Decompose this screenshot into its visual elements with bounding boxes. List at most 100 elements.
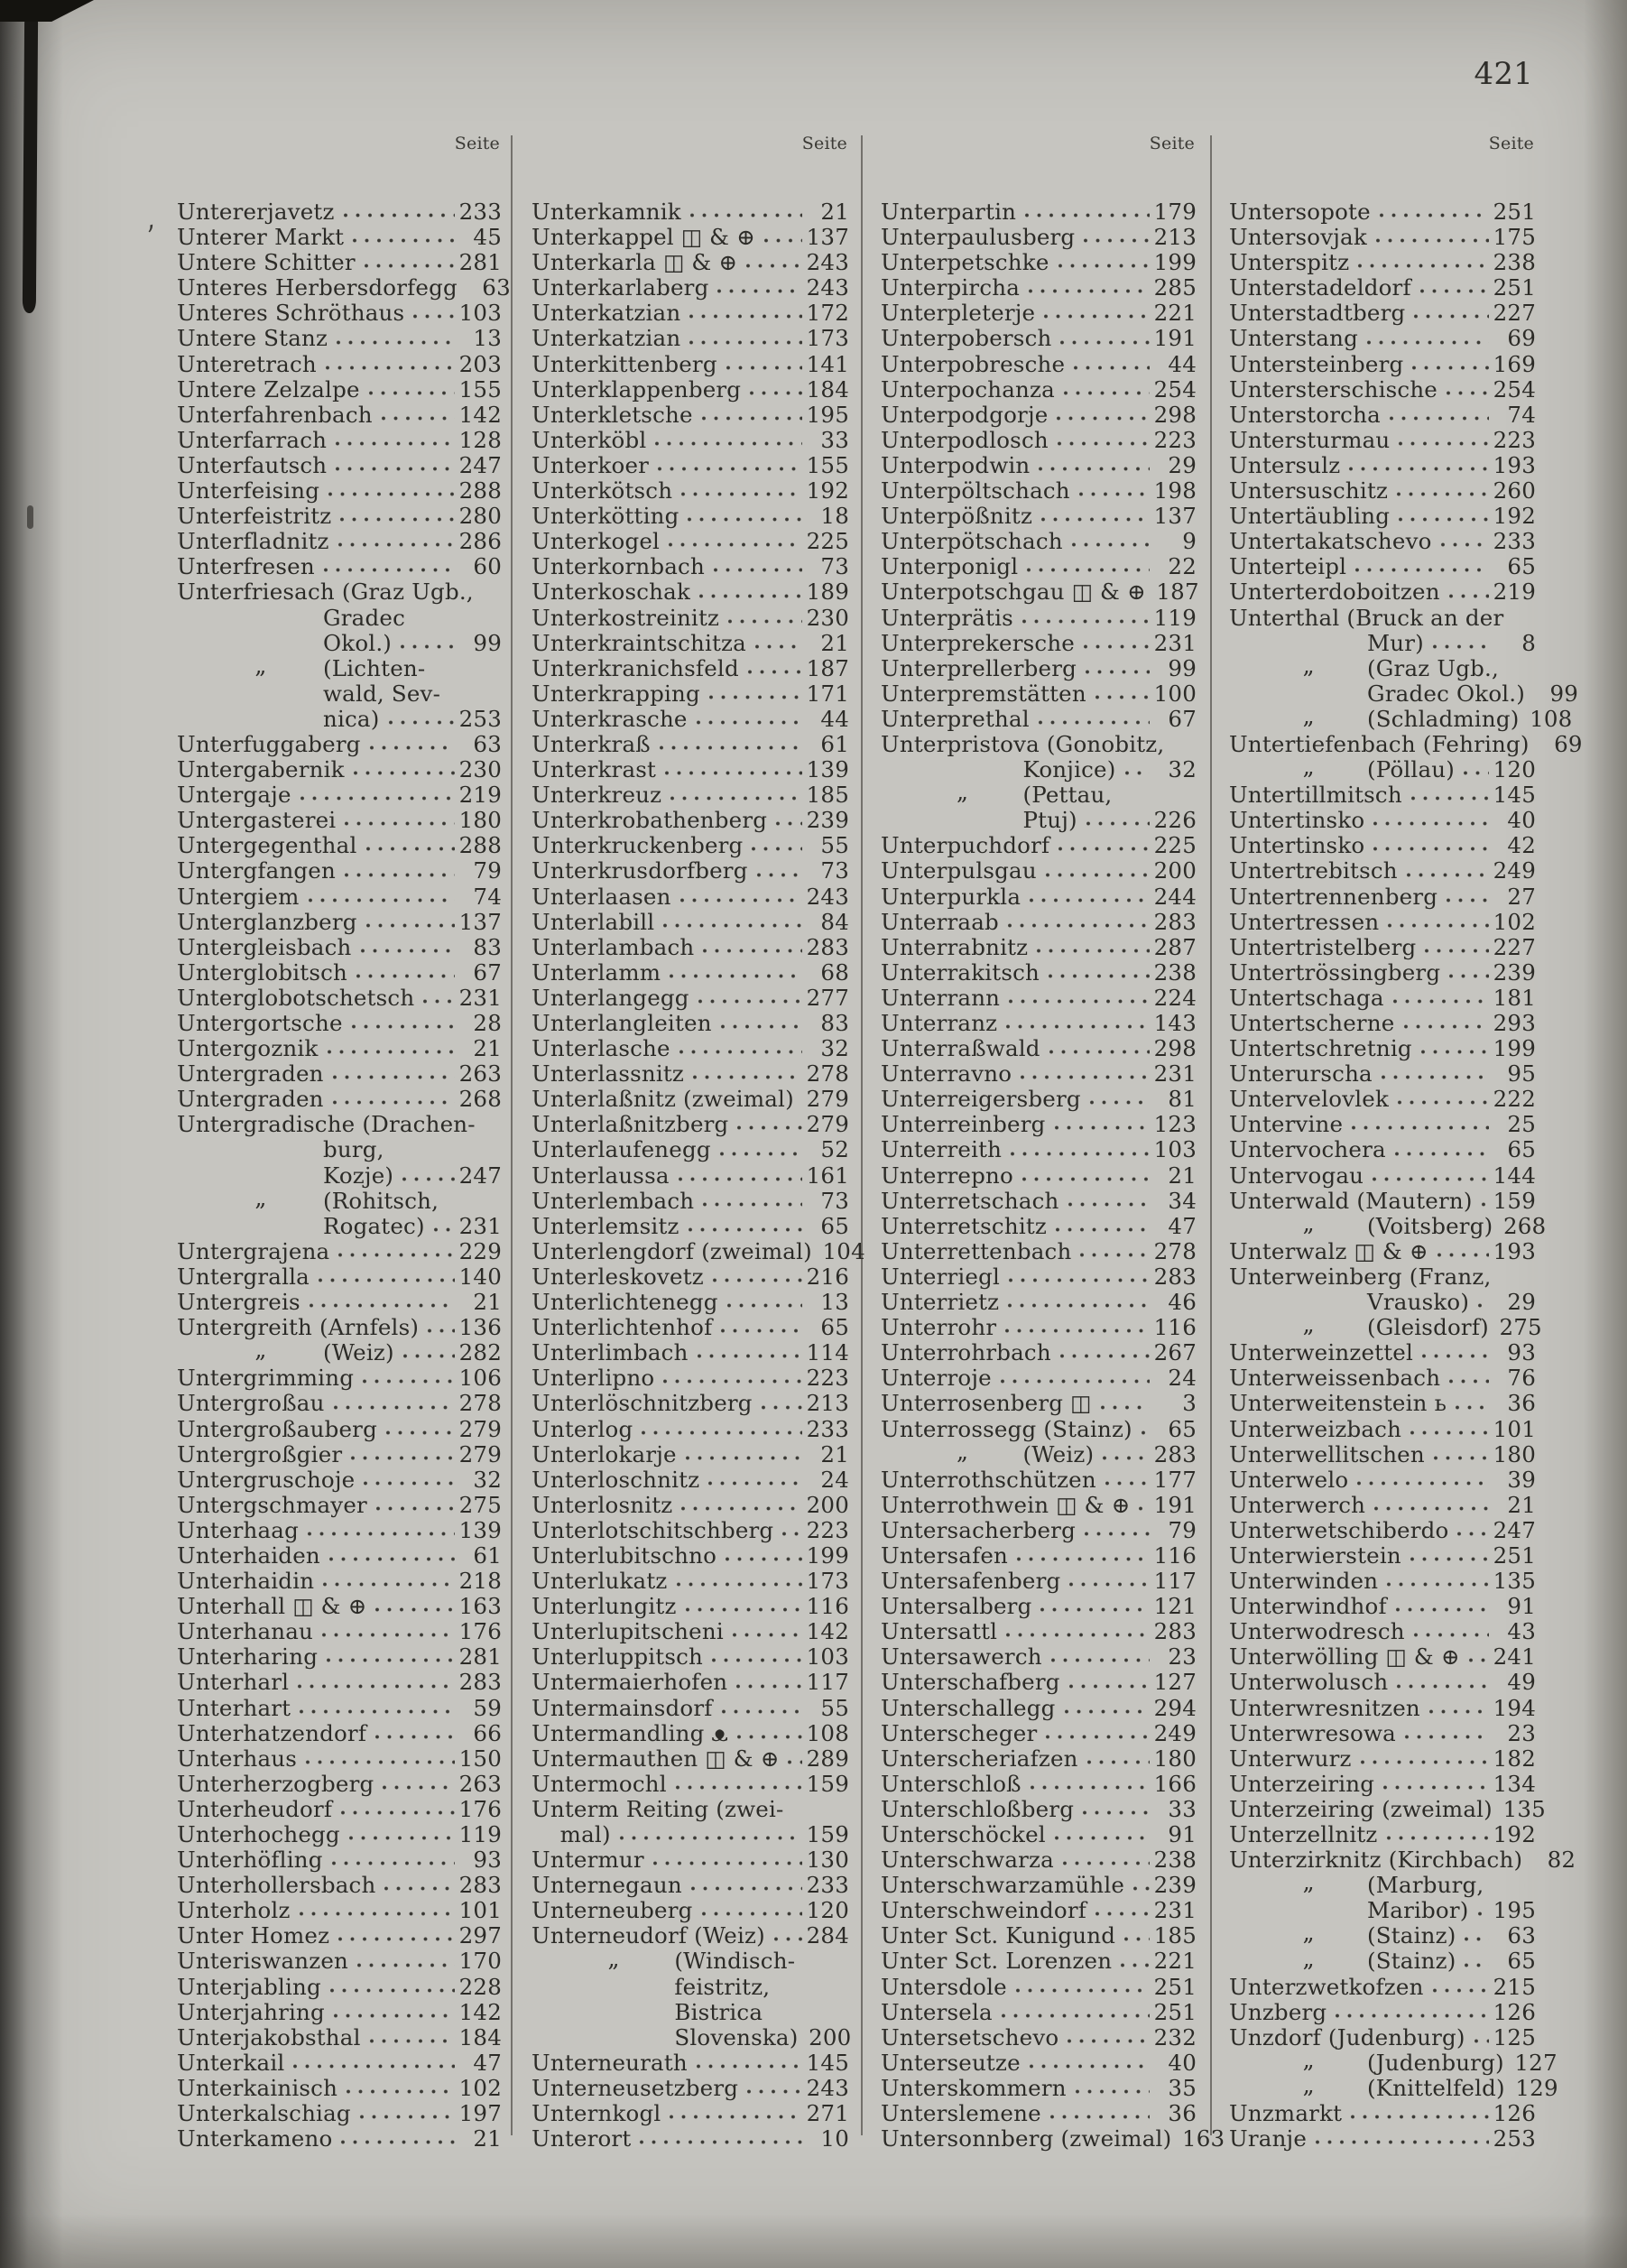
entry-page-number: 84 bbox=[820, 908, 849, 935]
entry-name: Unterhochegg bbox=[177, 1821, 340, 1847]
index-entry-line: Untergruschoje 32 bbox=[177, 1466, 502, 1493]
index-column-3: Seite Unterpartin 179 Unterpaulusberg 213 Un… bbox=[881, 134, 1225, 2152]
dot-leader bbox=[338, 1810, 455, 1816]
entry-page-number: 278 bbox=[806, 1060, 849, 1088]
entry-page-number: 159 bbox=[1493, 1187, 1536, 1214]
dot-leader bbox=[357, 947, 455, 954]
dot-leader bbox=[1055, 263, 1150, 270]
entry-page-number: 239 bbox=[806, 807, 849, 834]
dot-leader bbox=[690, 1074, 802, 1081]
dot-leader bbox=[771, 1936, 802, 1943]
dot-leader bbox=[700, 1200, 802, 1208]
entry-page-number: 233 bbox=[458, 199, 502, 225]
dot-leader bbox=[1081, 1530, 1150, 1537]
index-entry-line: Konjice) 32 bbox=[881, 756, 1197, 782]
entry-page-number: 8 bbox=[1521, 629, 1536, 656]
entry-name: Untervochera bbox=[1229, 1136, 1386, 1163]
entry-name: Vrausko) bbox=[1367, 1289, 1470, 1316]
index-entry-line: Unteres Herbersdorfegg 63 bbox=[177, 274, 511, 301]
index-entry-line: Unterwierstein 251 bbox=[1229, 1541, 1536, 1569]
entry-page-number: 297 bbox=[458, 1922, 502, 1949]
entry-name: Unterseutze bbox=[881, 2049, 1021, 2076]
dot-leader bbox=[1373, 237, 1489, 245]
index-entry-line: Unterwolusch 49 bbox=[1229, 1669, 1536, 1696]
entry-page-number: 21 bbox=[473, 1035, 502, 1062]
index-entry-line: Unterlaussa 161 bbox=[532, 1162, 849, 1189]
entry-page-number: 116 bbox=[806, 1593, 849, 1620]
entry-page-number: 283 bbox=[1153, 1618, 1197, 1645]
entry-page-number: 294 bbox=[1153, 1694, 1197, 1721]
index-entry-line: Unterprethal 67 bbox=[881, 706, 1197, 732]
index-entry-line: Untervine 25 bbox=[1229, 1111, 1536, 1137]
index-entry-line: Untergoznik 21 bbox=[177, 1035, 502, 1062]
entry-page-number: 73 bbox=[820, 1187, 849, 1214]
entry-page-number: 243 bbox=[806, 2074, 849, 2101]
entry-name: Slovenska) bbox=[674, 2023, 799, 2050]
entry-page-number: 69 bbox=[1507, 325, 1536, 352]
entry-name: Untergoznik bbox=[177, 1035, 319, 1062]
entry-page-number: 163 bbox=[458, 1593, 502, 1620]
entry-page-number: 136 bbox=[458, 1314, 502, 1341]
entry-page-number: 120 bbox=[806, 1897, 849, 1924]
entry-page-number: 21 bbox=[1168, 1162, 1197, 1189]
index-entry-line: wald, Sev- bbox=[177, 680, 502, 707]
index-entry-line: Unterlöschnitzberg 213 bbox=[532, 1390, 849, 1416]
entry-page-number: 171 bbox=[806, 680, 849, 707]
index-entry-line: Unterkletsche 195 bbox=[532, 402, 849, 428]
dot-leader bbox=[1056, 846, 1150, 853]
dot-leader bbox=[1071, 364, 1150, 371]
dot-leader bbox=[1384, 1581, 1489, 1588]
entry-page-number: 179 bbox=[1153, 199, 1197, 225]
entry-name: (Pöllau) bbox=[1367, 756, 1456, 783]
entry-page-number: 289 bbox=[806, 1745, 849, 1772]
entry-page-number: 139 bbox=[806, 756, 849, 783]
dot-leader bbox=[348, 1454, 455, 1461]
entry-name: Unterwierstein bbox=[1229, 1541, 1401, 1569]
entry-page-number: 253 bbox=[1493, 2125, 1536, 2152]
dot-leader bbox=[709, 1657, 802, 1664]
entry-name: Unterkruckenberg bbox=[532, 832, 744, 859]
entry-page-number: 49 bbox=[1507, 1669, 1536, 1696]
spine-ink-mark bbox=[27, 505, 33, 529]
dot-leader bbox=[1036, 466, 1150, 473]
entry-page-number: 102 bbox=[1493, 908, 1536, 935]
dot-leader bbox=[637, 2139, 802, 2146]
dot-leader bbox=[1053, 1226, 1150, 1233]
index-entry-line: Unterpulsgau 200 bbox=[881, 857, 1197, 884]
entry-name: Untersela bbox=[881, 1998, 993, 2025]
index-entry-line: Unterpremstätten 100 bbox=[881, 680, 1197, 707]
entry-name: Bistrica bbox=[674, 1998, 763, 2025]
entry-page-number: 116 bbox=[1153, 1541, 1197, 1569]
index-entry-line: nica) 253 bbox=[177, 706, 502, 732]
entry-name: Untergabernik bbox=[177, 756, 345, 783]
entry-name: Unterpotschgau ◫ & ⊕ bbox=[881, 579, 1146, 606]
index-entry-line: Unterteipl 65 bbox=[1229, 553, 1536, 579]
index-entry-line: Unterholz 101 bbox=[177, 1897, 502, 1923]
entry-page-number: 141 bbox=[806, 350, 849, 377]
entry-page-number: 219 bbox=[458, 782, 502, 809]
entry-page-number: 277 bbox=[806, 984, 849, 1011]
entry-page-number: 32 bbox=[473, 1466, 502, 1493]
index-entry-line: Untersonnberg (zweimal) 163 bbox=[881, 2125, 1225, 2152]
dot-leader bbox=[758, 1403, 802, 1411]
index-entry-line: Unterloschnitz 24 bbox=[532, 1467, 849, 1493]
ditto-mark: „ bbox=[1302, 652, 1315, 679]
entry-page-number: 286 bbox=[458, 528, 502, 555]
entry-page-number: 189 bbox=[806, 579, 849, 606]
index-entry-line: Untersturmau 223 bbox=[1229, 427, 1536, 453]
entry-name: Unterrabnitz bbox=[881, 933, 1029, 960]
dot-leader bbox=[749, 846, 802, 853]
entry-page-number: 283 bbox=[1153, 1263, 1197, 1290]
entry-name: Unterkrapping bbox=[532, 680, 700, 707]
column-divider bbox=[511, 135, 513, 2135]
index-entry-line: Unterravno 231 bbox=[881, 1060, 1197, 1087]
dot-leader bbox=[346, 1835, 455, 1842]
entry-page-number: 238 bbox=[1153, 1847, 1197, 1874]
index-entry-line: Untergroßau 278 bbox=[177, 1390, 502, 1416]
index-entry-line: Unter Sct. Kunigund 185 bbox=[881, 1922, 1197, 1949]
entry-name: Unterurscha bbox=[1229, 1060, 1373, 1088]
entry-name: (Graz Ugb., bbox=[1367, 654, 1499, 681]
entry-page-number: 91 bbox=[1168, 1821, 1197, 1847]
entry-name: Unterlangleiten bbox=[532, 1010, 712, 1036]
dot-leader bbox=[334, 338, 455, 346]
